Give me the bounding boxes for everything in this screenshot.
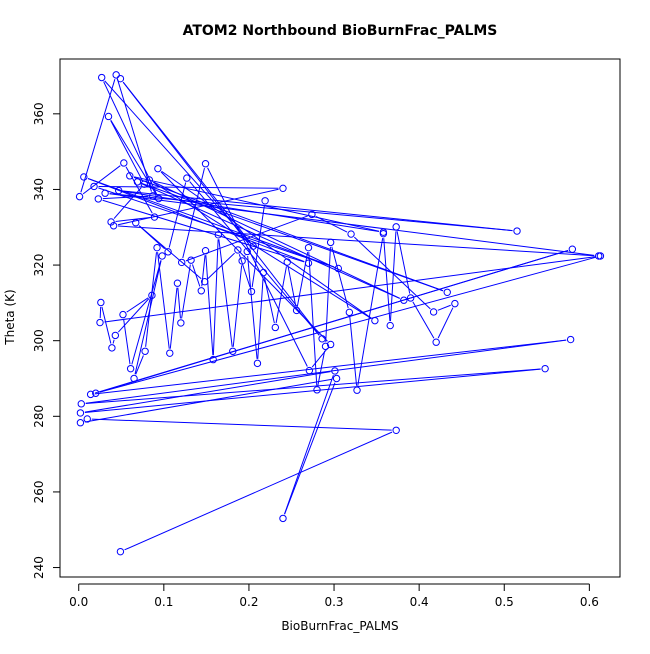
y-tick-label: 240	[32, 556, 46, 579]
y-tick-label: 340	[32, 178, 46, 201]
x-tick-label: 0.2	[239, 595, 258, 609]
x-tick-label: 0.6	[580, 595, 599, 609]
y-tick-label: 280	[32, 405, 46, 428]
y-tick-label: 320	[32, 254, 46, 277]
x-tick-label: 0.0	[69, 595, 88, 609]
x-tick-label: 0.4	[410, 595, 429, 609]
y-tick-label: 300	[32, 329, 46, 352]
x-tick-label: 0.3	[324, 595, 343, 609]
y-tick-label: 360	[32, 102, 46, 125]
y-axis-label: Theta (K)	[3, 289, 17, 345]
x-tick-label: 0.1	[154, 595, 173, 609]
y-tick-label: 260	[32, 480, 46, 503]
chart-title: ATOM2 Northbound BioBurnFrac_PALMS	[183, 23, 498, 39]
x-axis-label: BioBurnFrac_PALMS	[281, 619, 398, 633]
x-tick-label: 0.5	[495, 595, 514, 609]
